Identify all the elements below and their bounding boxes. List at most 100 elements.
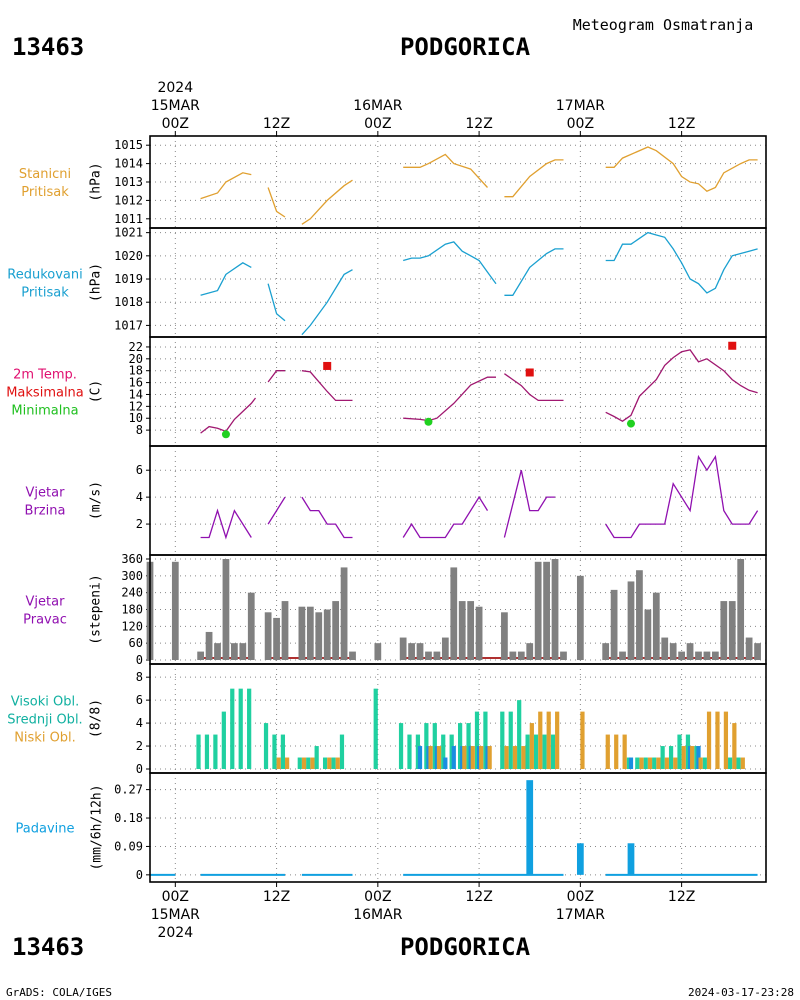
series-line xyxy=(503,470,555,538)
y-axis-label: (stepeni) xyxy=(89,574,104,644)
bar-high xyxy=(407,734,412,769)
bar xyxy=(602,643,610,660)
bar xyxy=(205,631,213,660)
y-tick-label: 2 xyxy=(136,739,143,753)
bar-low xyxy=(521,746,526,769)
footer: 13463 PODGORICA GrADS: COLA/IGES 2024-03… xyxy=(6,933,794,999)
bar-high xyxy=(458,723,463,769)
bar-high xyxy=(331,757,336,769)
time-label-hour: 00Z xyxy=(364,116,391,132)
bar-mid xyxy=(417,746,423,769)
bar-high xyxy=(196,734,201,769)
y-axis-label: (8/8) xyxy=(89,699,104,738)
header: 13463 PODGORICA Meteogram Osmatranja xyxy=(12,16,753,61)
bar-mid xyxy=(628,757,634,769)
y-tick-label: 1019 xyxy=(114,272,143,286)
y-axis-label: (C) xyxy=(89,380,104,403)
bar-low xyxy=(706,711,712,769)
bar xyxy=(619,651,626,660)
bar xyxy=(450,567,458,660)
station-id-top: 13463 xyxy=(12,33,84,61)
time-label-hour: 00Z xyxy=(364,889,391,905)
bar xyxy=(467,601,475,660)
time-label-hour: 00Z xyxy=(162,116,189,132)
bar-low xyxy=(639,757,644,769)
bar-low xyxy=(479,746,484,769)
bar-high xyxy=(643,757,648,769)
bar-low xyxy=(335,757,340,769)
tmax-marker xyxy=(728,341,737,350)
panel-frame xyxy=(149,227,767,338)
tmin-marker xyxy=(626,419,635,428)
bar xyxy=(610,589,618,660)
bar xyxy=(576,843,584,875)
station-name-top: PODGORICA xyxy=(400,33,531,61)
y-tick-label: 1018 xyxy=(114,295,143,309)
bar-high xyxy=(238,688,243,769)
tmax-marker xyxy=(323,361,332,370)
bar-low xyxy=(276,757,281,769)
bar-high xyxy=(213,734,218,769)
bar xyxy=(728,601,736,660)
bar xyxy=(711,651,719,660)
panel-6: 0 2 4 6 8 (8/8) Visoki Obl. Srednji Obl. Niski O… xyxy=(7,663,767,776)
bar-low xyxy=(681,746,686,769)
time-label-hour: 00Z xyxy=(162,889,189,905)
y-tick-label: 240 xyxy=(121,586,143,600)
bar xyxy=(340,567,348,660)
bar xyxy=(501,612,508,660)
series-line xyxy=(267,496,286,525)
time-label-hour: 12Z xyxy=(668,116,695,132)
bar-mid xyxy=(451,746,456,769)
panel-frame xyxy=(149,772,767,883)
y-tick-label: 0 xyxy=(136,762,143,776)
bar xyxy=(399,637,407,660)
series-line xyxy=(504,248,564,296)
bar-low xyxy=(436,746,442,769)
series-line xyxy=(403,241,497,285)
panel-name: Pritisak xyxy=(21,286,69,301)
time-label-date: 15MAR xyxy=(151,98,200,114)
bar xyxy=(298,606,306,660)
panel-name: Padavine xyxy=(16,822,75,837)
series-line xyxy=(301,496,353,539)
y-tick-label: 1017 xyxy=(114,318,143,332)
bottom-time-axis: 00Z 15MAR 2024 12Z 00Z 16MAR 12Z 00Z 17MAR 12Z xyxy=(151,882,695,941)
bar xyxy=(264,612,272,660)
bar xyxy=(281,601,289,660)
bar xyxy=(239,643,247,660)
bar xyxy=(214,643,221,660)
bar xyxy=(526,643,534,660)
bar-mid xyxy=(443,757,448,769)
tmin-marker xyxy=(424,417,433,426)
series-line xyxy=(267,283,286,322)
series-line xyxy=(200,508,252,540)
time-label-hour: 12Z xyxy=(263,116,290,132)
y-tick-label: 1012 xyxy=(114,193,143,207)
bar xyxy=(416,643,424,660)
series-line xyxy=(200,262,252,296)
series-line xyxy=(605,231,758,294)
y-tick-label: 0.09 xyxy=(114,839,143,853)
y-tick-label: 180 xyxy=(121,603,143,617)
panel-frame xyxy=(149,445,767,556)
bar-high xyxy=(652,757,657,769)
bar xyxy=(526,780,534,875)
bar-low xyxy=(327,757,332,769)
y-tick-label: 12 xyxy=(129,399,143,413)
panel-frame xyxy=(149,135,767,229)
panel-name: 2m Temp. xyxy=(13,368,77,383)
bar-high xyxy=(272,734,277,769)
bar-high xyxy=(517,700,522,769)
y-tick-label: 10 xyxy=(129,411,143,425)
y-tick-label: 1020 xyxy=(114,249,143,263)
y-tick-label: 18 xyxy=(129,364,143,378)
y-tick-label: 60 xyxy=(129,636,143,650)
footer-credit: GrADS: COLA/IGES xyxy=(6,986,112,999)
bar xyxy=(332,601,340,660)
panel-name: Vjetar xyxy=(26,595,66,610)
bar-high xyxy=(230,688,235,769)
bar-high xyxy=(204,734,210,769)
panel-name: Maksimalna xyxy=(6,386,84,401)
bar-low xyxy=(690,746,695,769)
